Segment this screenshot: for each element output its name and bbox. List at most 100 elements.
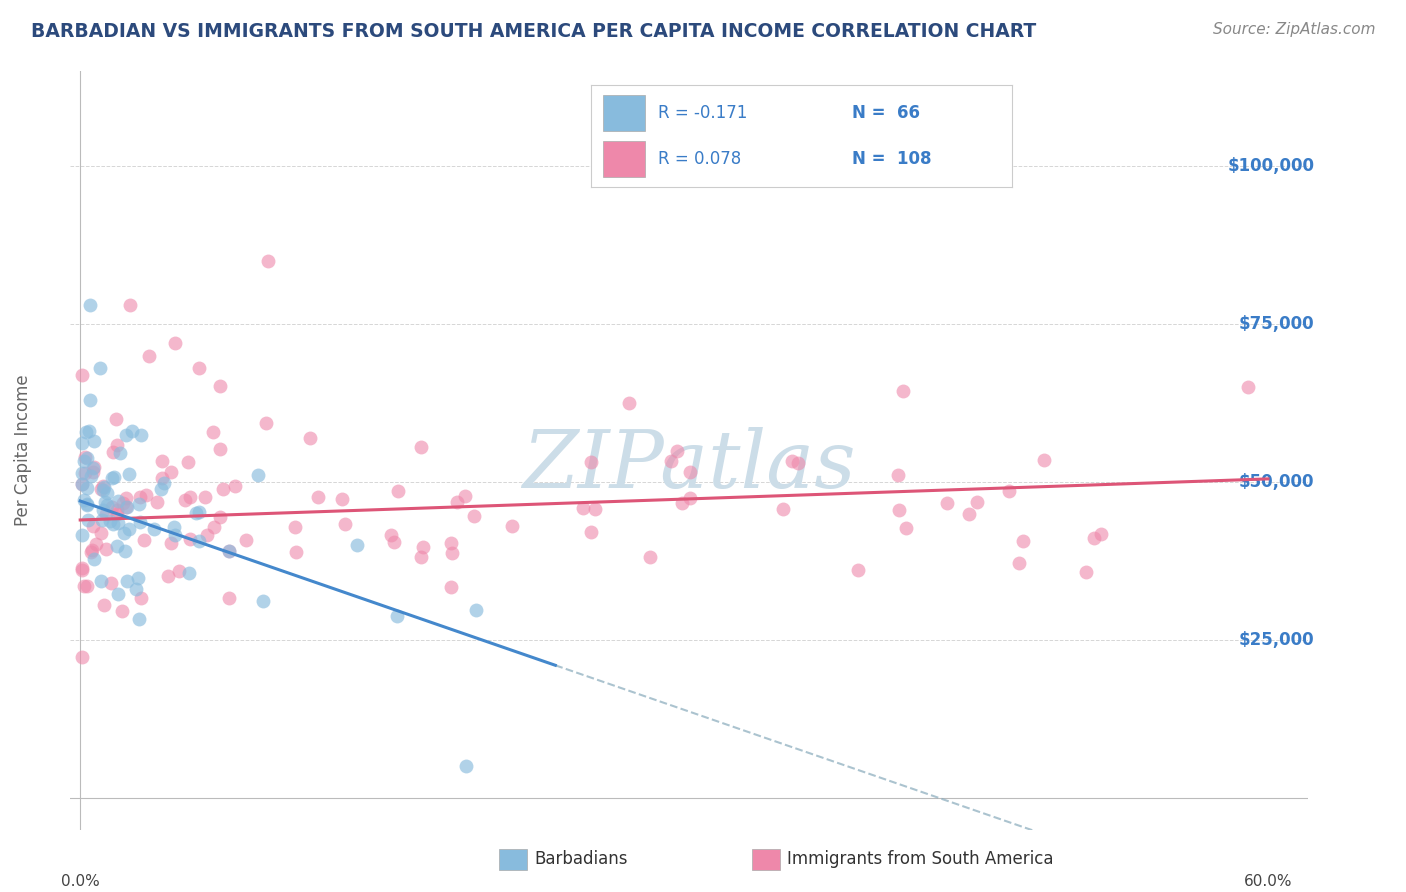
Point <box>112 525 135 540</box>
Point <box>93 480 115 494</box>
Point <box>98 514 121 528</box>
Point <box>128 516 150 530</box>
Point <box>1011 533 1033 548</box>
Point <box>202 425 225 439</box>
Point <box>76 481 98 495</box>
Point <box>254 417 277 431</box>
Point <box>83 551 105 566</box>
Point <box>453 490 475 504</box>
Text: Per Capita Income: Per Capita Income <box>14 375 32 526</box>
Point <box>165 336 187 351</box>
Point <box>463 509 485 524</box>
Point <box>134 533 156 547</box>
Point <box>72 561 94 575</box>
Point <box>90 574 112 589</box>
Point <box>194 491 217 505</box>
Point <box>70 368 93 382</box>
Text: $50,000: $50,000 <box>1239 473 1315 491</box>
Point <box>76 497 98 511</box>
Point <box>91 513 114 527</box>
Point <box>1074 565 1097 579</box>
Point <box>79 298 101 312</box>
Point <box>1237 380 1260 394</box>
Point <box>82 465 104 479</box>
Point <box>80 542 103 557</box>
Point <box>212 483 235 497</box>
Point <box>125 582 148 596</box>
Point <box>89 361 111 376</box>
Point <box>118 522 141 536</box>
Point <box>209 509 232 524</box>
Point <box>163 528 186 542</box>
Point <box>179 490 201 504</box>
Point <box>96 499 118 513</box>
Point <box>412 540 434 554</box>
Point <box>73 579 96 593</box>
Point <box>104 412 127 426</box>
Point <box>127 571 149 585</box>
Text: N =  108: N = 108 <box>852 150 932 168</box>
Point <box>129 490 152 504</box>
Text: 60.0%: 60.0% <box>1244 874 1292 888</box>
Text: BARBADIAN VS IMMIGRANTS FROM SOUTH AMERICA PER CAPITA INCOME CORRELATION CHART: BARBADIAN VS IMMIGRANTS FROM SOUTH AMERI… <box>31 22 1036 41</box>
Point <box>114 491 136 505</box>
Point <box>333 516 356 531</box>
Point <box>75 466 97 480</box>
Point <box>846 563 869 577</box>
Point <box>188 361 211 376</box>
Point <box>208 442 231 456</box>
Point <box>128 612 150 626</box>
Point <box>110 446 132 460</box>
Point <box>142 522 165 536</box>
Point <box>115 500 138 515</box>
Point <box>105 438 128 452</box>
Point <box>115 500 138 515</box>
Point <box>76 499 98 513</box>
Text: N =  66: N = 66 <box>852 104 920 122</box>
Point <box>184 507 207 521</box>
Point <box>107 516 129 531</box>
Point <box>163 520 186 534</box>
Point <box>160 536 183 550</box>
Point <box>247 467 270 482</box>
Point <box>70 527 93 541</box>
Point <box>179 532 201 546</box>
Point <box>160 465 183 479</box>
Point <box>103 470 125 484</box>
Point <box>91 483 114 498</box>
Point <box>100 576 122 591</box>
Point <box>107 494 129 508</box>
Point <box>118 467 141 481</box>
Text: R = -0.171: R = -0.171 <box>658 104 748 122</box>
Text: $25,000: $25,000 <box>1239 631 1315 649</box>
Point <box>966 495 988 509</box>
Point <box>105 539 128 553</box>
Point <box>285 544 308 558</box>
Point <box>138 349 160 363</box>
Point <box>202 520 225 534</box>
Point <box>70 476 93 491</box>
Point <box>112 496 135 510</box>
Point <box>257 253 280 268</box>
Point <box>150 453 173 467</box>
Point <box>174 492 197 507</box>
Point <box>896 521 918 535</box>
Point <box>936 496 959 510</box>
Point <box>82 519 104 533</box>
Point <box>149 482 172 496</box>
Point <box>380 528 402 542</box>
Point <box>90 482 112 496</box>
Point <box>886 467 908 482</box>
Point <box>70 435 93 450</box>
Point <box>638 549 661 564</box>
Point <box>115 574 138 589</box>
Point <box>235 533 257 547</box>
Point <box>409 549 432 564</box>
Point <box>957 507 980 521</box>
Point <box>440 546 463 560</box>
Point <box>787 456 810 470</box>
Point <box>579 455 602 469</box>
Text: Source: ZipAtlas.com: Source: ZipAtlas.com <box>1212 22 1375 37</box>
Point <box>330 492 353 507</box>
Point <box>218 543 240 558</box>
